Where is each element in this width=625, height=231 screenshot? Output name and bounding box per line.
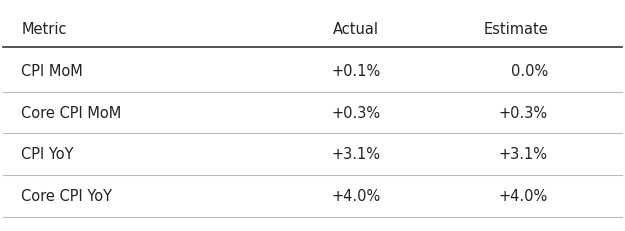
Text: +3.1%: +3.1% [499,147,548,162]
Text: Metric: Metric [21,22,67,37]
Text: Estimate: Estimate [483,22,548,37]
Text: +3.1%: +3.1% [331,147,381,162]
Text: +0.3%: +0.3% [331,106,381,121]
Text: +0.1%: +0.1% [331,64,381,79]
Text: +4.0%: +4.0% [499,189,548,204]
Text: CPI YoY: CPI YoY [21,147,74,162]
Text: Core CPI YoY: Core CPI YoY [21,189,112,204]
Text: +4.0%: +4.0% [331,189,381,204]
Text: Core CPI MoM: Core CPI MoM [21,106,122,121]
Text: Actual: Actual [333,22,379,37]
Text: CPI MoM: CPI MoM [21,64,83,79]
Text: +0.3%: +0.3% [499,106,548,121]
Text: 0.0%: 0.0% [511,64,548,79]
